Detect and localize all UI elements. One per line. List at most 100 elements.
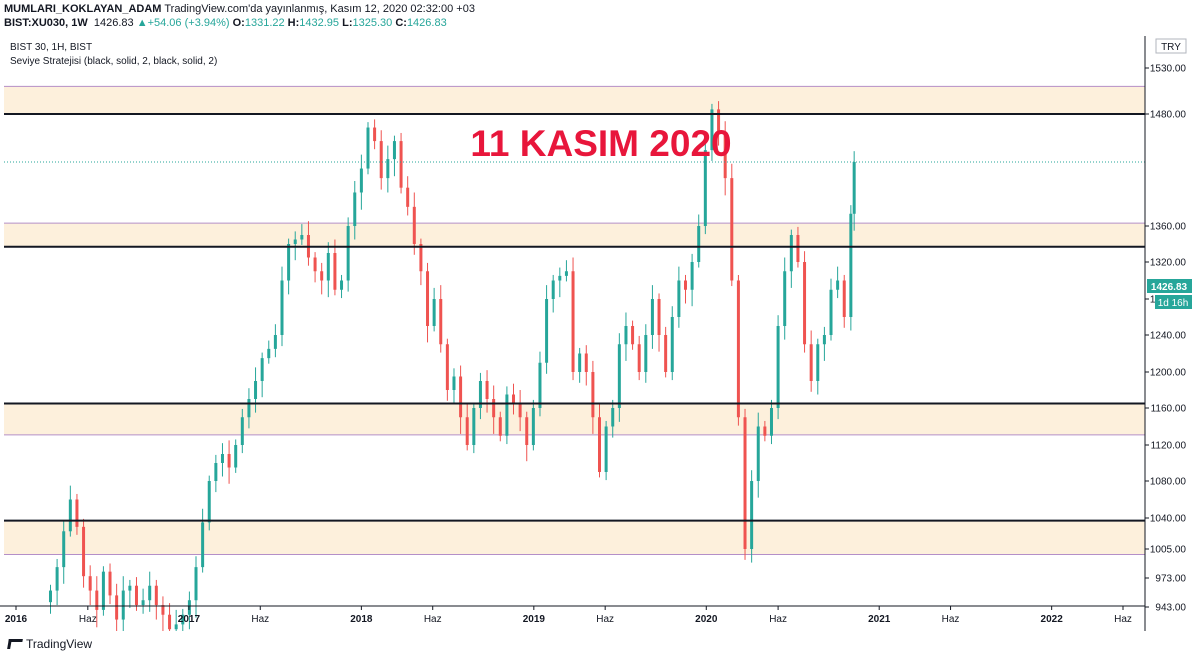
candle-body[interactable]	[88, 576, 92, 591]
candle-body[interactable]	[743, 417, 747, 549]
candle-body[interactable]	[366, 127, 370, 169]
candle-body[interactable]	[432, 299, 436, 326]
candle-body[interactable]	[459, 376, 463, 418]
candle-body[interactable]	[796, 235, 800, 262]
candle-body[interactable]	[624, 326, 628, 345]
tradingview-logo[interactable]: TradingView	[7, 637, 92, 651]
candle-body[interactable]	[472, 408, 476, 445]
candle-body[interactable]	[545, 299, 549, 363]
candle-body[interactable]	[101, 571, 105, 610]
candle-body[interactable]	[690, 262, 694, 290]
candle-body[interactable]	[399, 141, 403, 188]
candle-body[interactable]	[611, 408, 615, 427]
candle-body[interactable]	[392, 141, 396, 160]
candle-body[interactable]	[128, 585, 132, 591]
candle-body[interactable]	[134, 585, 138, 606]
candle-body[interactable]	[478, 381, 482, 408]
candle-body[interactable]	[657, 299, 661, 335]
candle-body[interactable]	[598, 417, 602, 472]
candle-body[interactable]	[194, 567, 198, 601]
legend-symbol[interactable]: BIST 30, 1H, BIST	[10, 42, 92, 53]
candle-body[interactable]	[439, 299, 443, 345]
candle-body[interactable]	[736, 280, 740, 418]
candle-body[interactable]	[829, 289, 833, 335]
candle-body[interactable]	[789, 235, 793, 272]
candle-body[interactable]	[644, 335, 648, 372]
candle-body[interactable]	[108, 571, 112, 596]
candle-body[interactable]	[551, 280, 555, 300]
candle-body[interactable]	[525, 417, 529, 445]
candle-body[interactable]	[730, 178, 734, 281]
candle-body[interactable]	[287, 244, 291, 281]
candle-body[interactable]	[247, 399, 251, 418]
candle-body[interactable]	[750, 481, 754, 549]
candle-body[interactable]	[234, 445, 238, 468]
candle-body[interactable]	[406, 187, 410, 207]
candle-body[interactable]	[181, 614, 185, 625]
candle-body[interactable]	[485, 381, 489, 399]
candle-body[interactable]	[95, 590, 99, 610]
candle-body[interactable]	[803, 262, 807, 345]
candle-body[interactable]	[412, 206, 416, 244]
candle-body[interactable]	[677, 280, 681, 318]
candle-body[interactable]	[267, 348, 271, 359]
candle-body[interactable]	[121, 590, 125, 620]
candle-body[interactable]	[419, 244, 423, 272]
candle-body[interactable]	[683, 280, 687, 290]
candle-body[interactable]	[816, 344, 820, 381]
candle-body[interactable]	[710, 109, 714, 151]
candle-body[interactable]	[373, 127, 377, 142]
candle-body[interactable]	[809, 344, 813, 381]
candle-body[interactable]	[637, 344, 641, 372]
candle-body[interactable]	[465, 417, 469, 445]
candle-body[interactable]	[353, 192, 357, 226]
candle-body[interactable]	[359, 168, 363, 193]
candle-body[interactable]	[604, 426, 608, 473]
candle-body[interactable]	[386, 159, 390, 179]
candle-body[interactable]	[260, 358, 264, 381]
currency-badge[interactable]	[1155, 38, 1187, 54]
candle-body[interactable]	[240, 417, 244, 445]
candle-body[interactable]	[591, 372, 595, 418]
candle-body[interactable]	[776, 326, 780, 408]
candle-body[interactable]	[664, 335, 668, 372]
candle-body[interactable]	[538, 362, 542, 408]
candle-body[interactable]	[564, 271, 568, 276]
candle-body[interactable]	[783, 271, 787, 326]
candle-body[interactable]	[201, 522, 205, 568]
candle-body[interactable]	[379, 141, 383, 179]
candle-body[interactable]	[531, 408, 535, 445]
candle-body[interactable]	[650, 299, 654, 335]
candle-body[interactable]	[505, 394, 509, 436]
candle-body[interactable]	[340, 280, 344, 290]
candle-body[interactable]	[82, 526, 86, 577]
candle-body[interactable]	[55, 567, 59, 591]
candle-body[interactable]	[320, 271, 324, 281]
candle-body[interactable]	[578, 353, 582, 373]
candle-body[interactable]	[333, 253, 337, 290]
candle-body[interactable]	[849, 213, 853, 317]
candle-body[interactable]	[670, 317, 674, 372]
legend-indicator[interactable]: Seviye Stratejisi (black, solid, 2, blac…	[10, 56, 217, 67]
time-axis[interactable]: 2016 Haz 2017 Haz 2018 Haz 2019 Haz 2020 Haz 2021 H…	[5, 606, 1132, 625]
candle-body[interactable]	[426, 271, 430, 326]
candle-body[interactable]	[584, 353, 588, 373]
candle-body[interactable]	[617, 344, 621, 408]
candle-body[interactable]	[822, 335, 826, 345]
candle-body[interactable]	[75, 499, 79, 527]
candle-body[interactable]	[452, 376, 456, 391]
candle-body[interactable]	[763, 426, 767, 436]
candle-body[interactable]	[280, 280, 284, 336]
candle-body[interactable]	[48, 590, 52, 603]
candle-body[interactable]	[148, 585, 152, 601]
candle-body[interactable]	[512, 394, 516, 404]
candle-body[interactable]	[346, 226, 350, 281]
author-name[interactable]: MUMLARI_KOKLAYAN_ADAM	[4, 3, 162, 15]
candle-body[interactable]	[326, 253, 330, 281]
candle-body[interactable]	[518, 403, 522, 418]
candle-body[interactable]	[631, 326, 635, 345]
candle-body[interactable]	[836, 280, 840, 290]
candle-body[interactable]	[498, 417, 502, 436]
candle-body[interactable]	[697, 226, 701, 262]
candle-body[interactable]	[214, 463, 218, 481]
